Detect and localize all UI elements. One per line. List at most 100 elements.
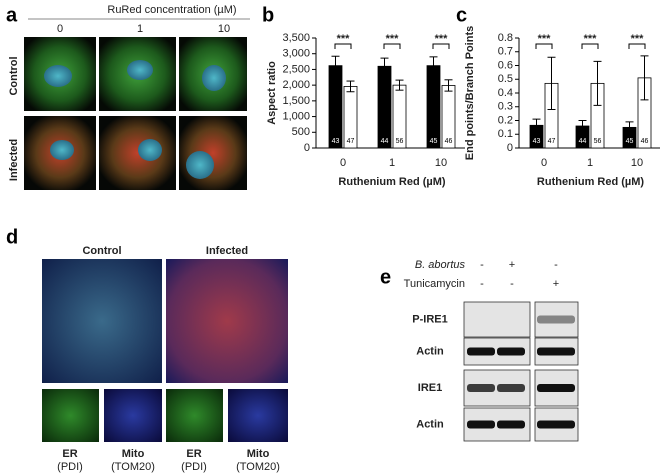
- column-label: 10: [218, 23, 230, 35]
- nucleus: [50, 140, 74, 160]
- y-tick-label: 2,500: [282, 63, 310, 75]
- condition-sign: -: [554, 259, 558, 271]
- panel-letter: a: [6, 4, 18, 26]
- y-tick-label: 0.3: [498, 101, 513, 113]
- significance-bracket: [334, 43, 352, 49]
- band: [537, 384, 575, 392]
- band: [497, 420, 525, 429]
- n-label: 45: [430, 138, 438, 145]
- micrograph: [228, 389, 288, 442]
- condition-sign: -: [480, 259, 484, 271]
- y-tick-label: 0.5: [498, 73, 513, 85]
- micrograph: [99, 116, 176, 190]
- significance-bracket: [581, 43, 599, 49]
- n-label: 46: [641, 138, 649, 145]
- nucleus: [202, 65, 226, 91]
- band: [537, 347, 575, 356]
- blot-label: P-IRE1: [412, 313, 447, 325]
- blot-label: IRE1: [418, 382, 442, 394]
- panel-letter: d: [6, 226, 18, 248]
- channel-marker: (TOM20): [111, 461, 155, 473]
- condition-sign: +: [553, 278, 559, 290]
- column-label: Control: [82, 245, 121, 257]
- blot-label: Actin: [416, 345, 444, 357]
- y-tick-label: 0: [507, 142, 513, 154]
- significance: ***: [584, 33, 598, 45]
- column-label: Infected: [206, 245, 248, 257]
- y-tick-label: 3,000: [282, 48, 310, 60]
- panel-d: d Control Infected ER (PDI) Mito (TOM20)…: [6, 226, 288, 473]
- band: [467, 347, 495, 356]
- condition-label: B. abortus: [415, 259, 466, 271]
- panel-letter: b: [262, 4, 274, 26]
- panel-a: a RuRed concentration (µM) 0 1 10 Contro…: [6, 4, 250, 190]
- n-label: 46: [445, 138, 453, 145]
- significance-bracket: [432, 43, 450, 49]
- n-label: 47: [347, 138, 355, 145]
- significance-bracket: [535, 43, 553, 49]
- nucleus: [186, 151, 214, 179]
- x-tick-label: 1: [389, 157, 395, 169]
- bar: [377, 65, 392, 149]
- condition-sign: +: [509, 259, 515, 271]
- panel-e: e B. abortus - + - Tunicamycin - - + P-IRE1 Actin…: [380, 259, 579, 442]
- y-axis-label: End points/Branch Points: [464, 26, 476, 160]
- row-label: Control: [8, 56, 20, 95]
- y-tick-label: 0.7: [498, 46, 513, 58]
- panel-letter: e: [380, 266, 391, 288]
- channel-marker: (PDI): [181, 461, 207, 473]
- significance: ***: [631, 33, 645, 45]
- panel-title: RuRed concentration (µM): [107, 4, 236, 16]
- band: [537, 420, 575, 429]
- micrographs: [24, 37, 247, 190]
- n-label: 56: [396, 138, 404, 145]
- y-tick-label: 3,500: [282, 32, 310, 44]
- panel-letter: c: [456, 4, 467, 26]
- y-tick-label: 0.6: [498, 59, 513, 71]
- bar: [328, 65, 343, 149]
- channel-label: ER: [62, 448, 77, 460]
- condition-sign: -: [510, 278, 514, 290]
- x-tick-label: 1: [587, 157, 593, 169]
- y-tick-label: 1,500: [282, 95, 310, 107]
- channel-label: Mito: [122, 448, 145, 460]
- channel-marker: (PDI): [57, 461, 83, 473]
- x-tick-label: 0: [541, 157, 547, 169]
- y-tick-label: 0.4: [498, 87, 513, 99]
- condition-label: Tunicamycin: [404, 278, 465, 290]
- y-axis-label: Aspect ratio: [266, 61, 278, 125]
- micrograph: [42, 259, 162, 383]
- n-label: 44: [579, 138, 587, 145]
- x-tick-label: 10: [631, 157, 643, 169]
- x-axis-label: Ruthenium Red (µM): [537, 176, 644, 188]
- x-axis-label: Ruthenium Red (µM): [338, 176, 445, 188]
- significance: ***: [337, 33, 351, 45]
- n-label: 56: [594, 138, 602, 145]
- bar: [426, 65, 441, 149]
- n-label: 45: [626, 138, 634, 145]
- y-tick-label: 0.2: [498, 114, 513, 126]
- band: [467, 384, 495, 392]
- column-label: 1: [137, 23, 143, 35]
- n-label: 43: [332, 138, 340, 145]
- micrograph: [166, 259, 288, 383]
- micrograph: [166, 389, 223, 442]
- band: [537, 315, 575, 324]
- y-tick-label: 0.1: [498, 128, 513, 140]
- n-label: 43: [533, 138, 541, 145]
- band: [497, 384, 525, 392]
- row-label: Infected: [8, 139, 20, 181]
- y-tick-label: 500: [292, 126, 310, 138]
- nucleus: [44, 65, 72, 87]
- band: [467, 420, 495, 429]
- y-tick-label: 1,000: [282, 110, 310, 122]
- y-tick-label: 0.8: [498, 32, 513, 44]
- band: [497, 347, 525, 356]
- significance-bracket: [383, 43, 401, 49]
- nucleus: [138, 139, 162, 161]
- significance-bracket: [628, 43, 646, 49]
- column-label: 0: [57, 23, 63, 35]
- blot: [534, 301, 579, 338]
- n-label: 44: [381, 138, 389, 145]
